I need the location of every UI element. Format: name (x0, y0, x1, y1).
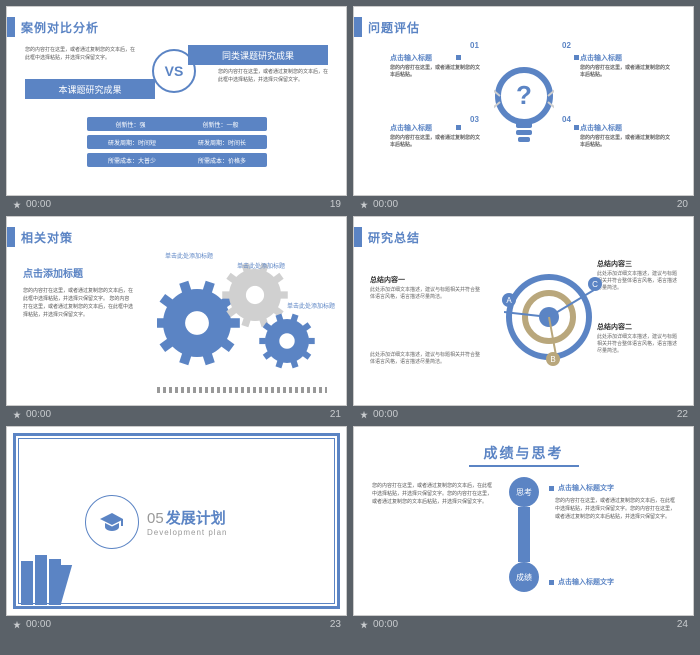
slide-number: 20 (677, 199, 688, 210)
cell-24: 成绩与思考 点击输入标题文字 思考 成绩 点击输入标题文字 您的内容打在这里，或… (353, 426, 694, 630)
col-right: 您的内容打在这里，或者通过复制您的文本后，在此框中选择粘贴，并选择只保留文字。您… (555, 497, 675, 521)
letter-badge: B (546, 352, 560, 366)
section-heading: 05发展计划 Development plan (147, 507, 227, 537)
slide-number: 22 (677, 409, 688, 420)
letter-badge: A (502, 293, 516, 307)
para-right: 您的内容打在这里，或者通过复制您的文本后，在此框中选择粘贴，并选择只保留文字。 (218, 69, 328, 84)
para-left: 您的内容打在这里，或者通过复制您的文本后，在此框中选择粘贴，并选择只保留文字。 (25, 47, 135, 62)
slide-number: 23 (330, 619, 341, 630)
connector-bar (518, 507, 530, 562)
slide-meta: 00:00 22 (353, 406, 694, 420)
graduation-cap-icon (99, 513, 125, 531)
key-bottom: 点击输入标题文字 (549, 577, 614, 587)
body-text: 您的内容打在这里，或者通过复制您的文本后，在此框中选择粘贴，并选择只保留文字。 … (23, 287, 133, 319)
compare-bars: 创新性：强创新性：一般 研发周期：时间短研发周期：时间长 所需成本：大普少所需成… (87, 117, 267, 171)
bullet-dot (574, 125, 579, 130)
slide-meta: 00:00 24 (353, 616, 694, 630)
slide-number: 19 (330, 199, 341, 210)
quadrant-number: 01 (470, 41, 479, 50)
bar-row: 创新性：强创新性：一般 (87, 117, 267, 131)
pill-think: 思考 (509, 477, 539, 507)
target-graphic (504, 272, 594, 362)
quadrant-item: 点击输入标题您的内容打在这里，或者通过复制您的文本后粘贴。 (580, 53, 670, 79)
gear-label: 单击此处添加标题 (237, 261, 285, 270)
center-title: 成绩与思考 (354, 443, 693, 463)
quadrant-item: 点击输入标题您的内容打在这里，或者通过复制您的文本后粘贴。 (580, 123, 670, 149)
quadrant-number: 04 (562, 115, 571, 124)
books-icon (21, 555, 101, 605)
key-top: 点击输入标题文字 (549, 483, 614, 493)
section-title-en: Development plan (147, 528, 227, 537)
slide-meta: 00:00 19 (6, 196, 347, 210)
bullet-dot (574, 55, 579, 60)
bar-row: 研发周期：时间短研发周期：时间长 (87, 135, 267, 149)
cell-23: 05发展计划 Development plan 00:00 23 (6, 426, 347, 630)
vs-circle: VS (152, 49, 196, 93)
slide-meta: 00:00 23 (6, 616, 347, 630)
title-bar: 案例对比分析 (6, 17, 99, 37)
cell-21: 相关对策 点击添加标题 您的内容打在这里，或者通过复制您的文本后，在此框中选择粘… (6, 216, 347, 420)
section-1: 总结内容一此处添加详细文本描述，建议与标题相关并符合整体语言风格，语言描述尽量简… (370, 275, 480, 301)
title-bar: 问题评估 (353, 17, 420, 37)
title-accent (6, 227, 15, 247)
section-title-cn: 发展计划 (166, 510, 226, 527)
slide-24[interactable]: 成绩与思考 点击输入标题文字 思考 成绩 点击输入标题文字 您的内容打在这里，或… (353, 426, 694, 616)
bar-row: 所需成本：大普少所需成本：价格多 (87, 153, 267, 167)
col-left: 您的内容打在这里，或者通过复制您的文本后，在此框中选择粘贴，并选择只保留文字。您… (372, 482, 492, 506)
slide-19[interactable]: 案例对比分析 您的内容打在这里，或者通过复制您的文本后，在此框中选择粘贴，并选择… (6, 6, 347, 196)
section-extra: 此处添加详细文本描述，建议与标题相关并符合整体语言风格，语言描述尽量简洁。 (370, 352, 480, 366)
time-label: 00:00 (26, 199, 51, 210)
cell-19: 案例对比分析 您的内容打在这里，或者通过复制您的文本后，在此框中选择粘贴，并选择… (6, 6, 347, 210)
gear-track (157, 387, 327, 393)
title-underline (469, 465, 579, 467)
gear-label: 单击此处添加标题 (165, 251, 213, 260)
slide-grid: 案例对比分析 您的内容打在这里，或者通过复制您的文本后，在此框中选择粘贴，并选择… (0, 0, 700, 636)
title-bar: 相关对策 (6, 227, 73, 247)
title-accent (353, 17, 362, 37)
slide-number: 21 (330, 409, 341, 420)
anim-indicator: 00:00 (359, 199, 398, 210)
cell-22: 研究总结 总结内容一此处添加详细文本描述，建议与标题相关并符合整体语言风格，语言… (353, 216, 694, 420)
pill-result: 成绩 (509, 562, 539, 592)
slide-number: 24 (677, 619, 688, 630)
band-top: 同类课题研究成果 (188, 45, 328, 65)
letter-badge: C (588, 277, 602, 291)
cell-20: 问题评估 ? 01 点击输入标题您的内容打在这里，或者通过复制您的文本后粘贴。 02… (353, 6, 694, 210)
title-accent (6, 17, 15, 37)
svg-text:?: ? (516, 80, 532, 110)
slide-title: 相关对策 (21, 229, 73, 246)
slide-21[interactable]: 相关对策 点击添加标题 您的内容打在这里，或者通过复制您的文本后，在此框中选择粘… (6, 216, 347, 406)
section-3: 总结内容三此处添加详细文本描述，建议与标题相关并符合整体语言风格，语言描述尽量简… (597, 259, 677, 292)
title-accent (353, 227, 362, 247)
title-bar: 研究总结 (353, 227, 420, 247)
slide-22[interactable]: 研究总结 总结内容一此处添加详细文本描述，建议与标题相关并符合整体语言风格，语言… (353, 216, 694, 406)
anim-indicator: 00:00 (12, 199, 51, 210)
slide-23[interactable]: 05发展计划 Development plan (6, 426, 347, 616)
slide-meta: 00:00 21 (6, 406, 347, 420)
slide-20[interactable]: 问题评估 ? 01 点击输入标题您的内容打在这里，或者通过复制您的文本后粘贴。 02… (353, 6, 694, 196)
band-bottom: 本课题研究成果 (25, 79, 155, 99)
quadrant-item: 点击输入标题您的内容打在这里，或者通过复制您的文本后粘贴。 (390, 53, 480, 79)
slide-title: 案例对比分析 (21, 19, 99, 36)
gears-graphic (157, 253, 337, 383)
slide-title: 问题评估 (368, 19, 420, 36)
section-icon-circle (85, 495, 139, 549)
subtitle: 点击添加标题 (23, 265, 83, 280)
slide-title: 研究总结 (368, 229, 420, 246)
section-2: 总结内容二此处添加详细文本描述，建议与标题相关并符合整体语言风格，语言描述尽量简… (597, 322, 677, 355)
quadrant-item: 点击输入标题您的内容打在这里，或者通过复制您的文本后粘贴。 (390, 123, 480, 149)
slide-meta: 00:00 20 (353, 196, 694, 210)
lightbulb-icon: ? (494, 62, 554, 152)
quadrant-number: 02 (562, 41, 571, 50)
section-number: 05 (147, 510, 164, 527)
gear-label: 单击此处添加标题 (287, 301, 335, 310)
